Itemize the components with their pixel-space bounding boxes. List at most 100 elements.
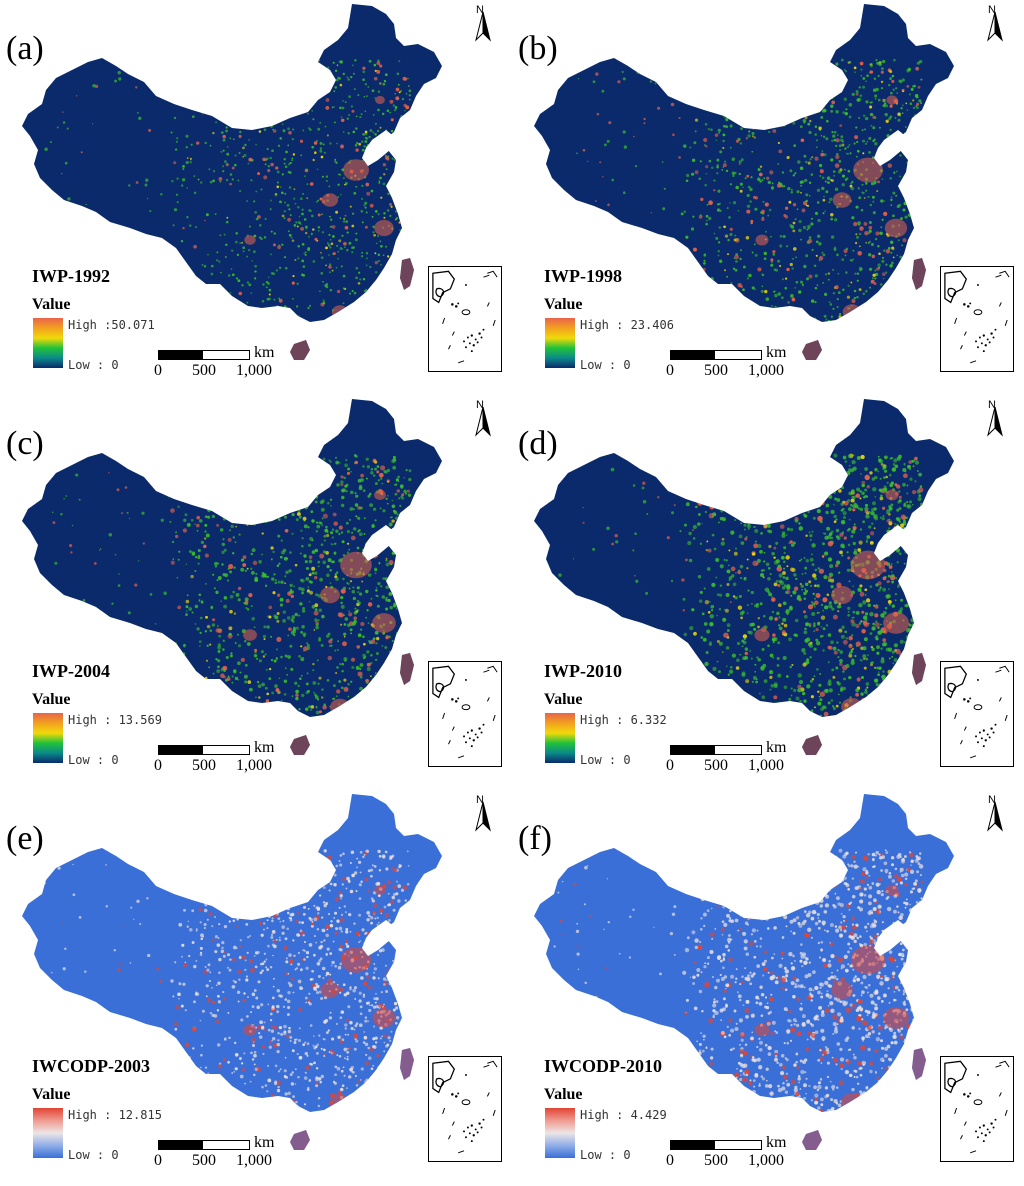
scale-tick-1000: 1,000: [236, 1152, 272, 1169]
legend-color-ramp: [545, 1108, 575, 1158]
land-area: [534, 794, 954, 1112]
legend-color-ramp: [33, 1108, 63, 1158]
scale-tick-0: 0: [666, 362, 674, 379]
scale-tick-500: 500: [704, 1152, 728, 1169]
north-arrow-icon: [475, 801, 491, 832]
scale-tick-500: 500: [704, 362, 728, 379]
scale-tick-0: 0: [154, 1152, 162, 1169]
north-label: N: [988, 399, 996, 411]
map-title: IWP-1992: [32, 266, 110, 286]
legend-color-ramp: [33, 713, 63, 763]
land-area: [22, 4, 442, 322]
legend-title: Value: [32, 296, 71, 313]
scale-unit: km: [254, 344, 275, 361]
china-map: [22, 794, 442, 1150]
legend-low-value: Low : 0: [580, 753, 631, 767]
legend-color-ramp: [545, 713, 575, 763]
scale-tick-0: 0: [154, 362, 162, 379]
scale-tick-500: 500: [192, 1152, 216, 1169]
scale-tick-500: 500: [704, 757, 728, 774]
south-china-sea-inset: [428, 661, 502, 767]
land-area: [534, 4, 954, 322]
north-arrow-icon: [987, 406, 1003, 437]
scale-tick-1000: 1,000: [236, 362, 272, 379]
legend-low-value: Low : 0: [580, 1148, 631, 1162]
map-panel-f: (f) IWCODP-2010 Value High : 4.429 Low :…: [512, 790, 1024, 1185]
scale-tick-500: 500: [192, 362, 216, 379]
legend-high-value: High : 6.332: [580, 713, 667, 727]
scale-unit: km: [254, 1134, 275, 1151]
scale-unit: km: [766, 1134, 787, 1151]
map-title: IWP-2010: [544, 661, 622, 681]
north-label: N: [988, 794, 996, 806]
scale-bar: [670, 1140, 762, 1150]
scale-tick-500: 500: [192, 757, 216, 774]
south-china-sea-inset: [428, 266, 502, 372]
panel-label: (e): [6, 820, 44, 857]
south-china-sea-inset: [940, 661, 1014, 767]
north-label: N: [476, 399, 484, 411]
legend-low-value: Low : 0: [580, 358, 631, 372]
north-arrow-icon: [475, 11, 491, 42]
scale-tick-0: 0: [666, 1152, 674, 1169]
panel-label: (b): [518, 30, 558, 67]
legend-title: Value: [544, 691, 583, 708]
scale-bar: [670, 745, 762, 755]
north-label: N: [988, 4, 996, 16]
china-map: [534, 794, 954, 1150]
panel-label: (d): [518, 425, 558, 462]
scale-bar: [158, 1140, 250, 1150]
scale-unit: km: [766, 344, 787, 361]
scale-bar: [670, 350, 762, 360]
north-arrow-icon: [475, 406, 491, 437]
legend-low-value: Low : 0: [68, 1148, 119, 1162]
legend-title: Value: [544, 296, 583, 313]
legend-high-value: High : 23.406: [580, 318, 674, 332]
scale-unit: km: [766, 739, 787, 756]
scale-tick-0: 0: [666, 757, 674, 774]
panel-label: (c): [6, 425, 44, 462]
legend-high-value: High : 4.429: [580, 1108, 667, 1122]
legend-color-ramp: [545, 318, 575, 368]
map-panel-d: (d) IWP-2010 Value High : 6.332 Low : 0 …: [512, 395, 1024, 790]
legend-high-value: High : 12.815: [68, 1108, 162, 1122]
legend-high-value: High : 13.569: [68, 713, 162, 727]
land-area: [22, 399, 442, 717]
legend-low-value: Low : 0: [68, 753, 119, 767]
scale-tick-1000: 1,000: [748, 362, 784, 379]
legend-title: Value: [32, 1086, 71, 1103]
north-arrow-icon: [987, 11, 1003, 42]
scale-bar: [158, 350, 250, 360]
china-map: [22, 4, 442, 360]
scale-tick-1000: 1,000: [236, 757, 272, 774]
scale-tick-1000: 1,000: [748, 1152, 784, 1169]
north-arrow-icon: [987, 801, 1003, 832]
map-panel-c: (c) IWP-2004 Value High : 13.569 Low : 0…: [0, 395, 512, 790]
land-area: [22, 794, 442, 1112]
south-china-sea-inset: [428, 1056, 502, 1162]
china-map: [534, 4, 954, 360]
map-title: IWCODP-2003: [32, 1056, 150, 1076]
china-map: [534, 399, 954, 755]
scale-tick-0: 0: [154, 757, 162, 774]
legend-title: Value: [544, 1086, 583, 1103]
panel-label: (f): [518, 820, 552, 857]
south-china-sea-inset: [940, 1056, 1014, 1162]
china-map: [22, 399, 442, 755]
map-panel-a: (a) IWP-1992 Value High :50.071 Low : 0 …: [0, 0, 512, 395]
map-title: IWP-1998: [544, 266, 622, 286]
map-title: IWCODP-2010: [544, 1056, 662, 1076]
scale-bar: [158, 745, 250, 755]
scale-tick-1000: 1,000: [748, 757, 784, 774]
map-panel-b: (b) IWP-1998 Value High : 23.406 Low : 0…: [512, 0, 1024, 395]
scale-unit: km: [254, 739, 275, 756]
north-label: N: [476, 794, 484, 806]
south-china-sea-inset: [940, 266, 1014, 372]
panel-label: (a): [6, 30, 44, 67]
map-panel-e: (e) IWCODP-2003 Value High : 12.815 Low …: [0, 790, 512, 1185]
legend-title: Value: [32, 691, 71, 708]
north-label: N: [476, 4, 484, 16]
legend-color-ramp: [33, 318, 63, 368]
legend-high-value: High :50.071: [68, 318, 155, 332]
legend-low-value: Low : 0: [68, 358, 119, 372]
